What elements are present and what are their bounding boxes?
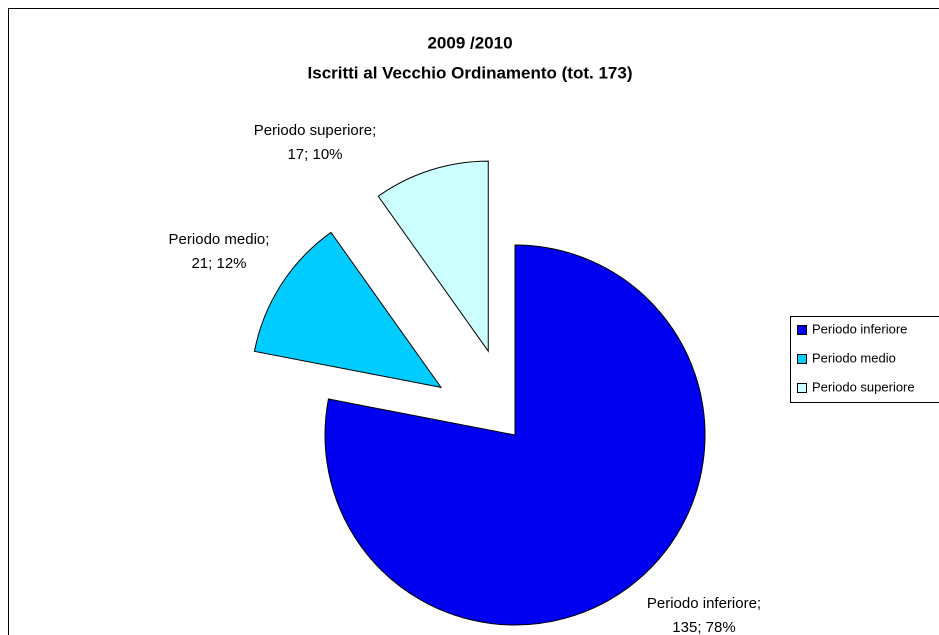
data-label: Periodo inferiore; — [647, 595, 761, 612]
data-label: Periodo superiore; — [254, 122, 377, 139]
pie-slice — [377, 160, 489, 353]
data-label: 17; 10% — [287, 146, 342, 163]
legend-label: Periodo inferiore — [812, 321, 907, 336]
legend-swatch — [797, 354, 807, 364]
chart-title: 2009 /2010 — [427, 33, 512, 52]
pie-slice — [324, 244, 706, 626]
data-label: 21; 12% — [191, 255, 246, 272]
legend-label: Periodo superiore — [812, 379, 915, 394]
legend-swatch — [797, 325, 807, 335]
legend-box — [790, 316, 939, 403]
data-label: 135; 78% — [672, 619, 735, 635]
legend-swatch — [797, 383, 807, 393]
data-label: Periodo medio; — [169, 231, 270, 248]
legend-label: Periodo medio — [812, 350, 896, 365]
pie-slice — [253, 231, 443, 389]
chart-title: Iscritti al Vecchio Ordinamento (tot. 17… — [308, 63, 633, 82]
